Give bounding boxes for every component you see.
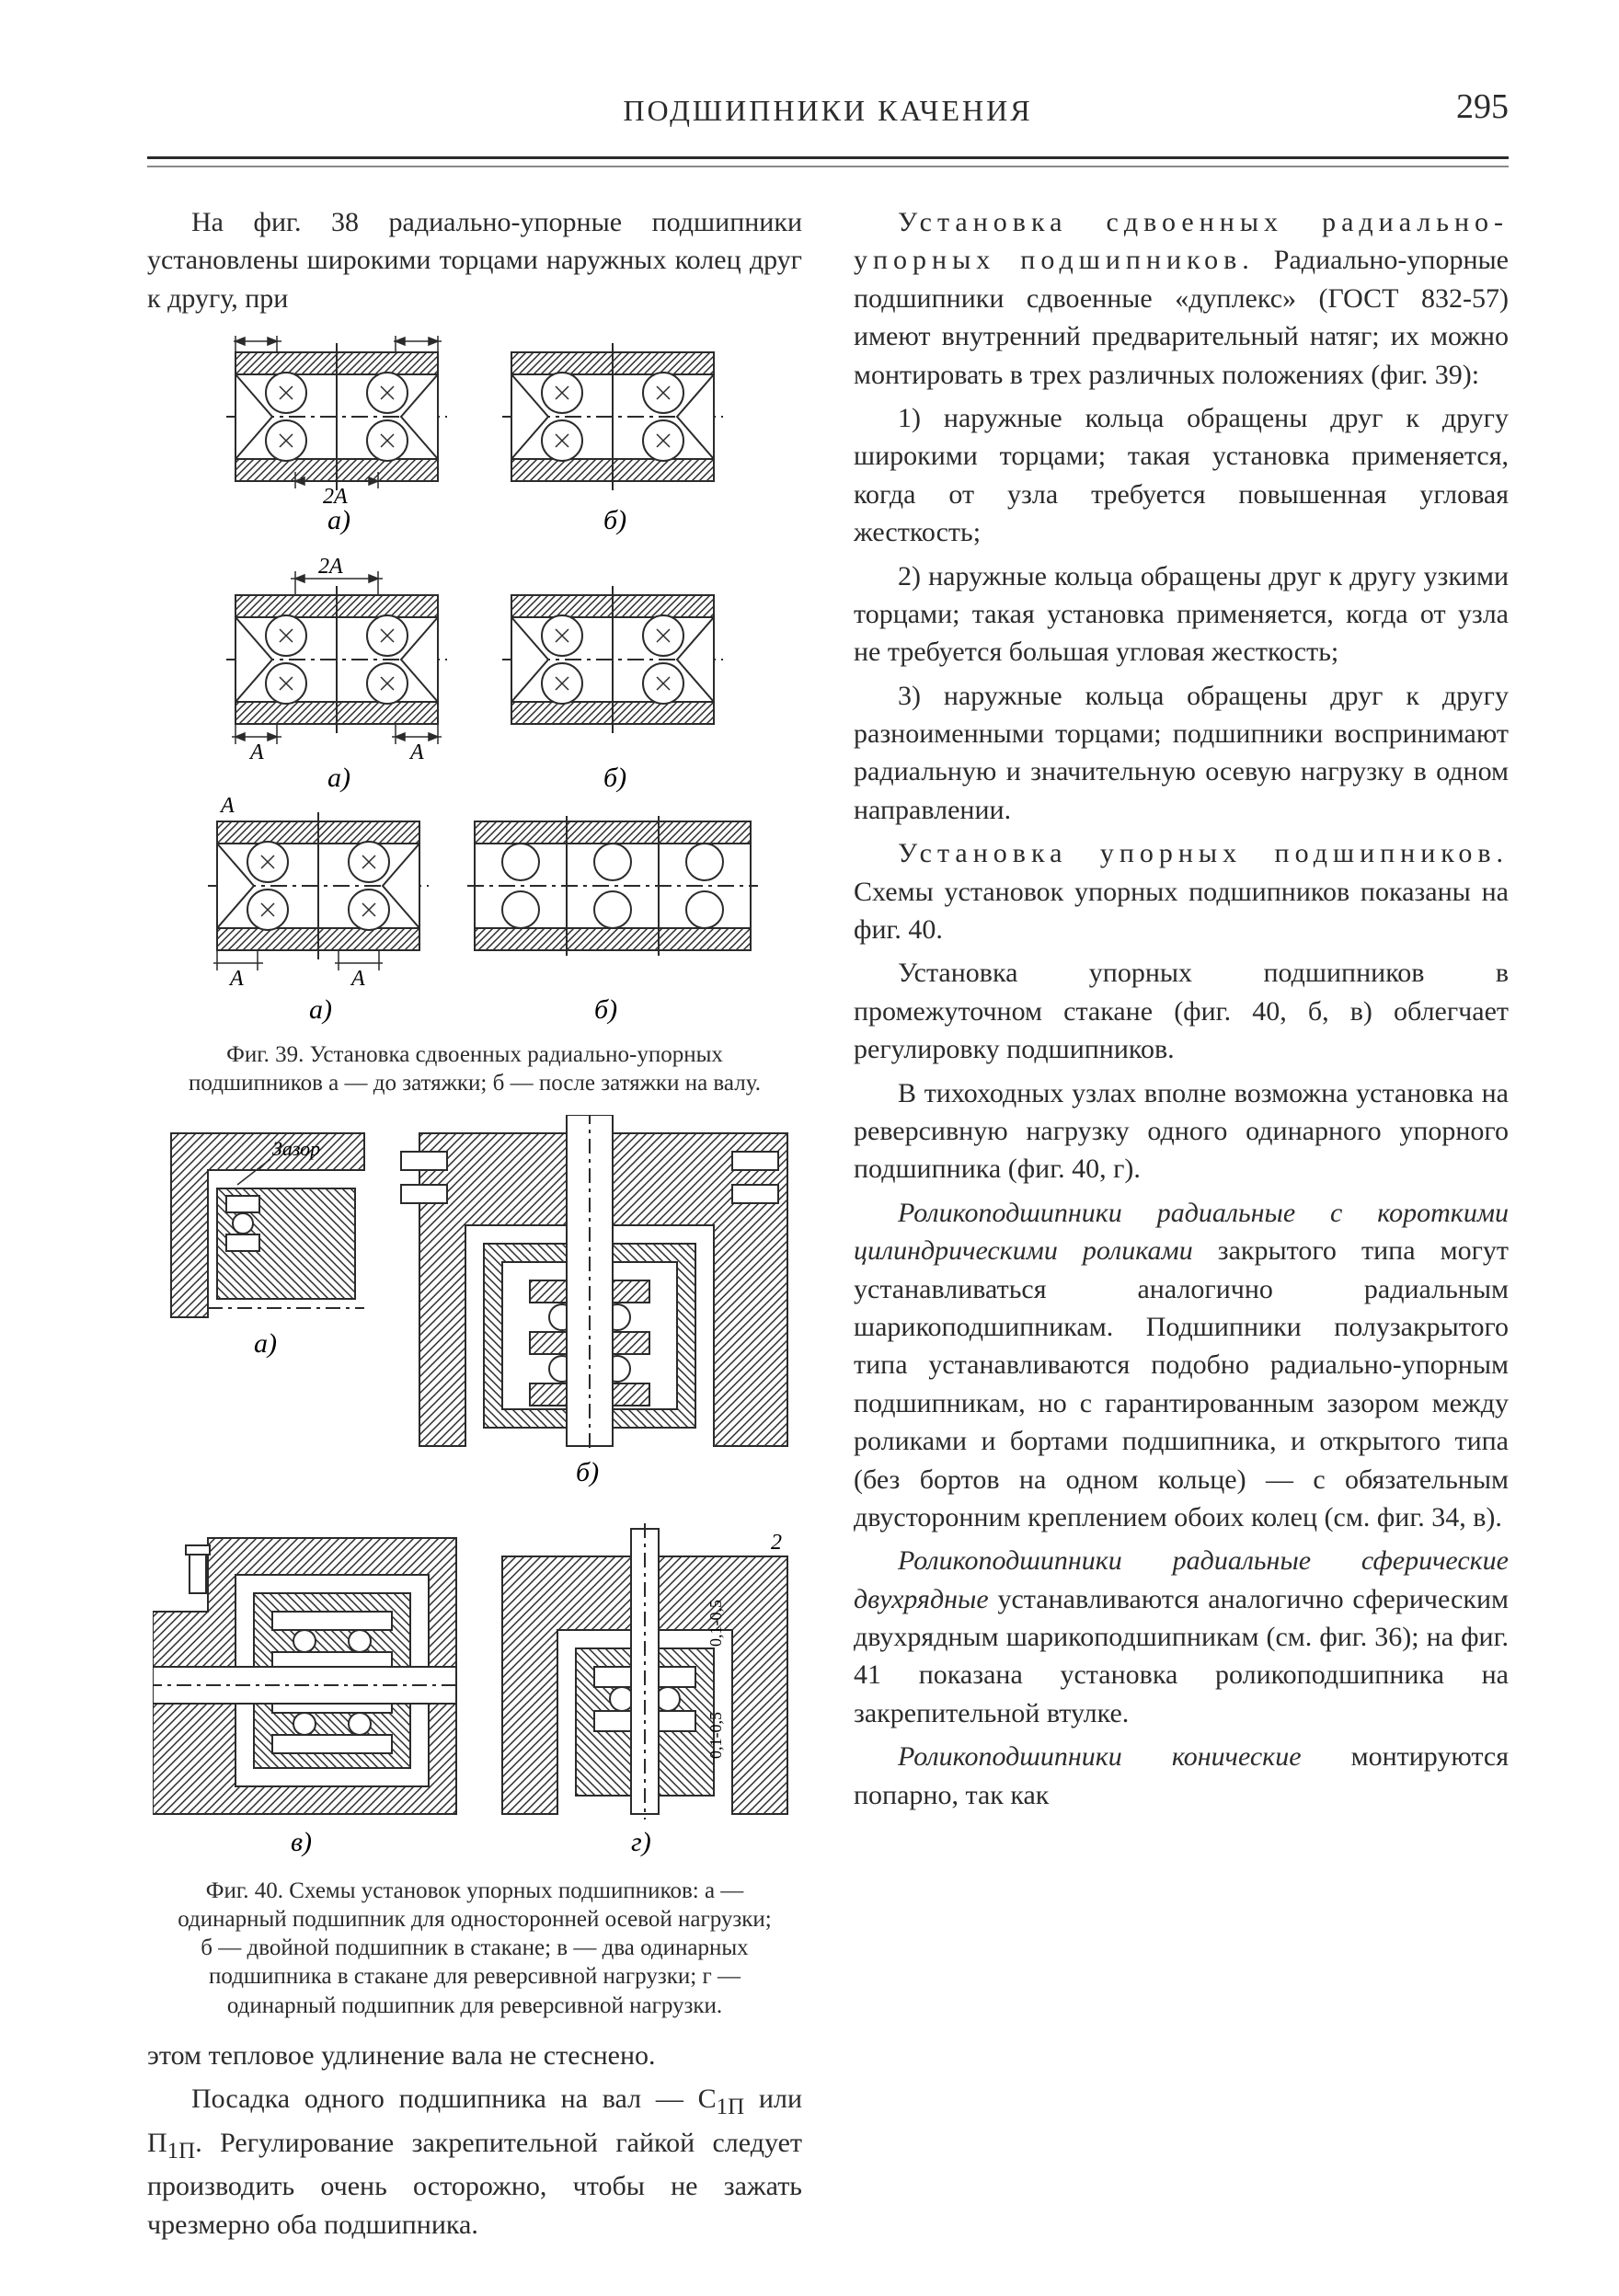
fig39-dimA-r2r: А bbox=[408, 740, 424, 764]
para-12: Роликоподшипники радиальные сферические … bbox=[854, 1542, 1509, 1732]
para-13: Роликоподшипники конические монтируются … bbox=[854, 1738, 1509, 1814]
p3c: . Регулирование закрепительной гайкой сл… bbox=[147, 2128, 802, 2240]
fig39-dim-A2: А bbox=[408, 334, 424, 339]
para-8: Установка упорных под­шипников. Схемы ус… bbox=[854, 834, 1509, 948]
fig40-dim1: 0,1-0,5 bbox=[706, 1600, 725, 1647]
fig39-dimA-r3c: А bbox=[350, 967, 365, 991]
fig39-label-b2: б) bbox=[603, 763, 626, 793]
p3a: Посадка одного подшипника на вал — С bbox=[191, 2084, 717, 2114]
fig39-label-a1: а) bbox=[327, 505, 350, 535]
fig39-dimA-r3b: А bbox=[228, 967, 244, 991]
page-header: ПОДШИПНИКИ КАЧЕНИЯ 295 bbox=[147, 83, 1509, 159]
running-head: ПОДШИПНИКИ КАЧЕНИЯ bbox=[147, 90, 1509, 131]
para-5: 1) наружные кольца обращены друг к другу… bbox=[854, 399, 1509, 552]
fig40-label-g: г) bbox=[631, 1827, 651, 1857]
fig40-dim2: 0,1-0,5 bbox=[706, 1712, 725, 1759]
para-11: Роликоподшипники радиальные с короткими … bbox=[854, 1194, 1509, 1537]
p11b: закрытого типа могут устанавливаться ана… bbox=[854, 1235, 1509, 1533]
fig39-dim-A1: А bbox=[250, 334, 266, 339]
p13a: Роликоподшипники конические bbox=[898, 1741, 1302, 1772]
fig39-label-b3: б) bbox=[594, 994, 617, 1025]
fig39-dimA-r3: А bbox=[219, 794, 235, 818]
fig40-num2: 2 bbox=[771, 1531, 782, 1555]
p3-sub2: 1П bbox=[167, 2139, 196, 2164]
body-columns: На фиг. 38 радиально-упорные подшипники … bbox=[147, 203, 1509, 2245]
p3-sub1: 1П bbox=[717, 2095, 745, 2119]
fig40-label-v: в) bbox=[291, 1827, 312, 1857]
para-6: 2) наружные кольца обращены друг к другу… bbox=[854, 557, 1509, 672]
fig40-zazor: Зазор bbox=[272, 1137, 320, 1160]
fig40-label-a: а) bbox=[254, 1328, 277, 1359]
fig39-label-b1: б) bbox=[603, 505, 626, 535]
para-9: Установка упорных подшипников в промежут… bbox=[854, 954, 1509, 1068]
figure-39: А А 2А а) б) bbox=[147, 334, 802, 1098]
fig39-label-a2: а) bbox=[327, 763, 350, 793]
fig40-label-b: б) bbox=[576, 1457, 599, 1487]
fig39-label-a3: а) bbox=[309, 994, 332, 1025]
figure-40: Зазор а) bbox=[147, 1115, 802, 2020]
para-4: Установка сдвоенных ра­диально-упорных п… bbox=[854, 203, 1509, 394]
para-3: Посадка одного подшипника на вал — С1П и… bbox=[147, 2080, 802, 2244]
p8b: Схемы установок упорных подшипников пока… bbox=[854, 877, 1509, 945]
para-7: 3) наружные кольца обращены друг к другу… bbox=[854, 677, 1509, 830]
p8a: Установка упорных под­шипников. bbox=[898, 838, 1509, 868]
para-1: На фиг. 38 радиально-упорные подшипники … bbox=[147, 203, 802, 317]
fig39-dimA-r2l: А bbox=[248, 740, 264, 764]
figure-40-svg: Зазор а) bbox=[153, 1115, 797, 1869]
para-10: В тихоходных узлах вполне возможна устан… bbox=[854, 1074, 1509, 1188]
fig39-dim-2A2: 2А bbox=[318, 555, 343, 579]
para-2: этом тепловое удлинение вала не стеснено… bbox=[147, 2037, 802, 2074]
page-number: 295 bbox=[1456, 83, 1509, 131]
figure-40-caption: Фиг. 40. Схемы установок упорных подшипн… bbox=[175, 1877, 775, 2020]
figure-39-caption: Фиг. 39. Установка сдвоенных радиально-у… bbox=[175, 1040, 775, 1098]
figure-39-svg: А А 2А а) б) bbox=[180, 334, 769, 1033]
